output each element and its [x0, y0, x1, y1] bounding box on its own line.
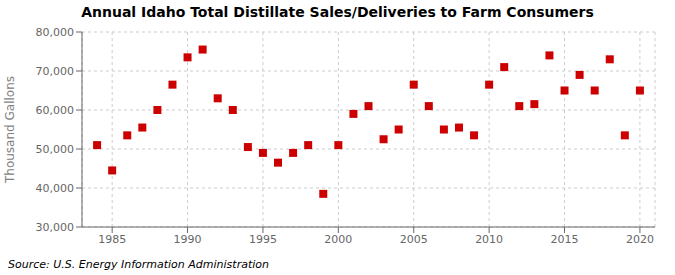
svg-text:30,000: 30,000	[36, 221, 75, 234]
svg-text:40,000: 40,000	[36, 182, 75, 195]
svg-text:Thousand Gallons: Thousand Gallons	[3, 76, 17, 184]
svg-text:1985: 1985	[98, 233, 126, 246]
svg-text:50,000: 50,000	[36, 143, 75, 156]
svg-text:2020: 2020	[626, 233, 654, 246]
svg-text:1995: 1995	[249, 233, 277, 246]
svg-text:2010: 2010	[475, 233, 503, 246]
svg-text:70,000: 70,000	[36, 65, 75, 78]
svg-text:1990: 1990	[174, 233, 202, 246]
html-text:Source: U.S. Energy Informatio: Source: U.S. Energy Information Administ…	[8, 258, 269, 271]
svg-text:2000: 2000	[324, 233, 352, 246]
html-text:Annual Idaho Total Distillate: Annual Idaho Total Distillate Sales/Deli…	[81, 4, 594, 20]
svg-text:60,000: 60,000	[36, 104, 75, 117]
svg-text:2005: 2005	[400, 233, 428, 246]
svg-text:2015: 2015	[551, 233, 579, 246]
svg-text:80,000: 80,000	[36, 26, 75, 39]
